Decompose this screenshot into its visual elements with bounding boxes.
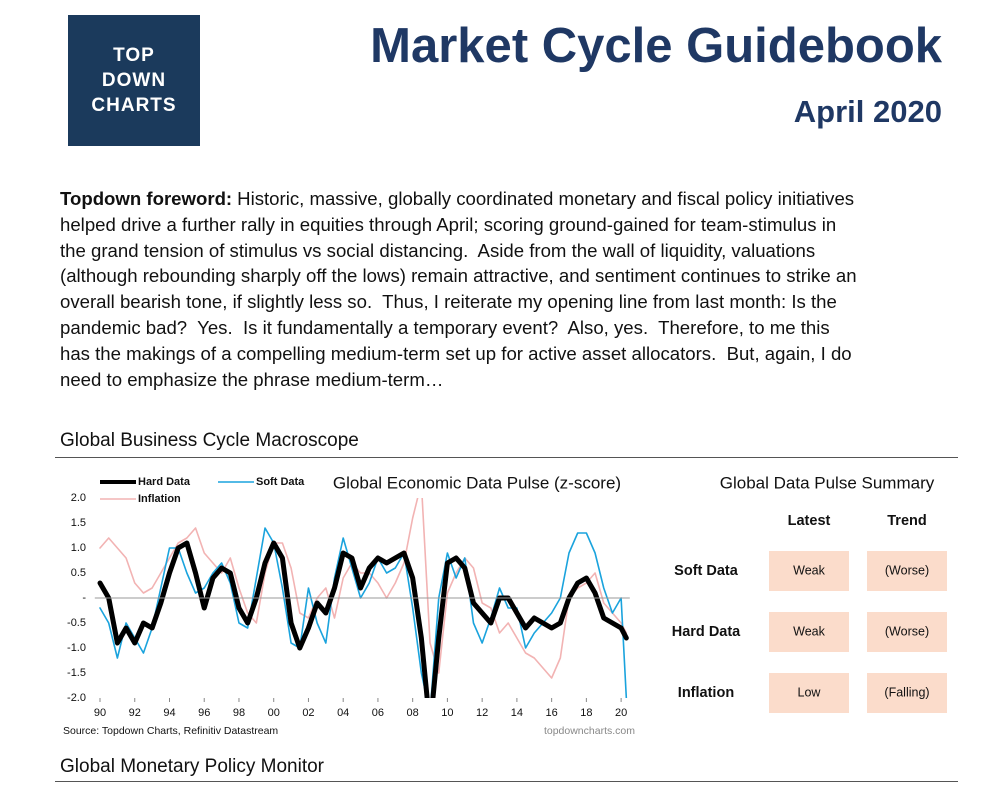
- summary-cell: [867, 673, 947, 713]
- foreword-line: need to emphasize the phrase medium-term…: [60, 367, 857, 393]
- x-tick-label: 16: [546, 707, 558, 719]
- row-label: Inflation: [678, 685, 734, 701]
- foreword-line: has the makings of a compelling medium-t…: [60, 341, 857, 367]
- x-tick-label: 18: [580, 707, 592, 719]
- row-label: Hard Data: [672, 624, 741, 640]
- x-tick-label: 90: [94, 707, 106, 719]
- data-line: [99, 527, 628, 698]
- y-tick-label: 1.0: [71, 542, 86, 554]
- summary-title: Global Data Pulse Summary: [720, 473, 935, 492]
- foreword-lead: Topdown foreword:: [60, 188, 233, 209]
- foreword-line: helped drive a further rally in equities…: [60, 212, 857, 238]
- chart-title: Global Economic Data Pulse (z-score): [333, 473, 621, 492]
- legend-label: Inflation: [138, 493, 181, 505]
- y-tick-label: -1.5: [67, 667, 86, 679]
- y-tick-label: -2.0: [67, 692, 86, 704]
- y-tick-label: -0.5: [67, 617, 86, 629]
- y-tick-label: 2.0: [71, 492, 86, 504]
- foreword-text: overall bearish tone, if slightly less s…: [60, 291, 837, 313]
- cell-text: Low: [798, 685, 822, 699]
- foreword-line: Topdown foreword: Historic, massive, glob…: [60, 186, 857, 212]
- section-rule: [55, 457, 958, 458]
- foreword-text: has the makings of a compelling medium-t…: [60, 342, 852, 364]
- foreword-line: (although rebounding sharply off the low…: [60, 263, 857, 289]
- legend-label: Soft Data: [256, 476, 305, 488]
- cell-text: (Worse): [885, 624, 929, 638]
- cell-text: (Falling): [884, 685, 929, 699]
- y-tick-label: -: [82, 592, 86, 604]
- logo-line: CHARTS: [91, 95, 177, 116]
- section-rule: [55, 781, 958, 782]
- watermark: topdowncharts.com: [544, 725, 635, 737]
- logo: TOP DOWN CHARTS: [68, 15, 200, 146]
- x-tick-label: 94: [163, 707, 175, 719]
- y-tick-label: 0.5: [71, 567, 86, 579]
- x-tick-label: 20: [615, 707, 627, 719]
- summary-cell: [769, 612, 849, 652]
- chart: Global Economic Data Pulse (z-score) 2.0 1…: [63, 473, 947, 737]
- row-label: Soft Data: [674, 563, 739, 579]
- section-title: Global Monetary Policy Monitor: [60, 756, 324, 777]
- logo-line: DOWN: [101, 70, 167, 91]
- foreword-text: need to emphasize the phrase medium-term…: [60, 368, 444, 390]
- cell-text: Weak: [793, 563, 825, 577]
- x-tick-label: 02: [302, 707, 314, 719]
- summary-cell: [867, 612, 947, 652]
- subtitle: April 2020: [793, 94, 942, 129]
- logo-line: TOP: [113, 45, 155, 66]
- x-tick-label: 96: [198, 707, 210, 719]
- x-tick-label: 00: [268, 707, 280, 719]
- foreword-line: pandemic bad? Yes. Is it fundamentally a…: [60, 315, 857, 341]
- x-tick-label: 08: [407, 707, 419, 719]
- title: Market Cycle Guidebook: [370, 19, 942, 73]
- foreword-text: Historic, massive, globally coordinated …: [237, 188, 855, 209]
- foreword-line: overall bearish tone, if slightly less s…: [60, 289, 857, 315]
- x-tick-label: 04: [337, 707, 349, 719]
- x-tick-label: 06: [372, 707, 384, 719]
- legend-label: Hard Data: [138, 476, 191, 488]
- y-tick-label: 1.5: [71, 517, 86, 529]
- cell-text: Weak: [793, 624, 825, 638]
- foreword-text: pandemic bad? Yes. Is it fundamentally a…: [60, 316, 830, 338]
- foreword-text: (although rebounding sharply off the low…: [60, 265, 857, 287]
- summary-cell: [769, 673, 849, 713]
- y-tick-label: -1.0: [67, 642, 86, 654]
- x-tick-label: 10: [441, 707, 453, 719]
- x-tick-label: 12: [476, 707, 488, 719]
- x-tick-label: 14: [511, 707, 523, 719]
- section-title: Global Business Cycle Macroscope: [60, 430, 359, 451]
- summary-cell: [867, 551, 947, 591]
- column-header: Latest: [788, 513, 831, 529]
- foreword-text: helped drive a further rally in equities…: [60, 213, 837, 235]
- x-tick-label: 92: [129, 707, 141, 719]
- foreword-line: the grand tension of stimulus vs social …: [60, 238, 857, 264]
- foreword-text: the grand tension of stimulus vs social …: [60, 239, 816, 261]
- summary-cell: [769, 551, 849, 591]
- cell-text: (Worse): [885, 563, 929, 577]
- column-header: Trend: [887, 513, 926, 529]
- source: Source: Topdown Charts, Refinitiv Datast…: [63, 725, 278, 737]
- data-line: [97, 540, 629, 698]
- x-tick-label: 98: [233, 707, 245, 719]
- foreword: Topdown foreword: Historic, massive, glob…: [60, 186, 857, 392]
